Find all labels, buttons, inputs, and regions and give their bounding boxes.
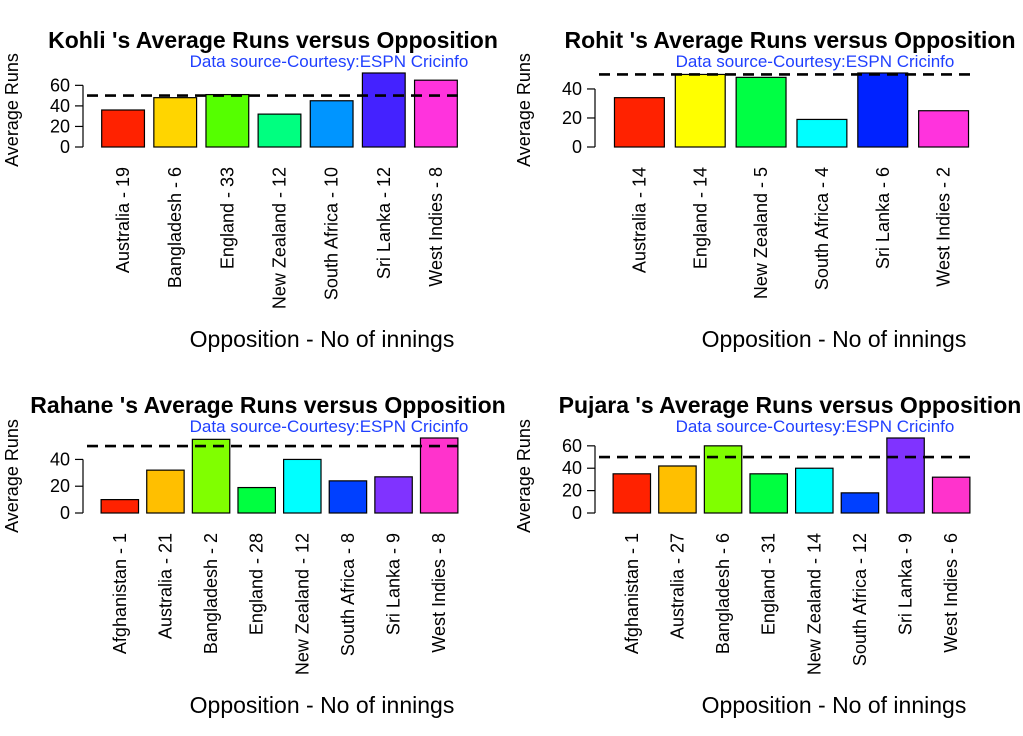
bar-australia xyxy=(658,465,697,514)
y-axis-label: Average Runs xyxy=(514,53,534,167)
bar-sri-lanka xyxy=(361,72,406,148)
x-tick-label: Afghanistan - 1 xyxy=(622,533,642,654)
y-tick-label: 40 xyxy=(562,79,582,99)
chart-title: Kohli 's Average Runs versus Opposition xyxy=(48,27,498,53)
y-tick-label: 0 xyxy=(572,503,582,523)
x-tick-label: Bangladesh - 2 xyxy=(201,533,221,654)
y-tick-label: 60 xyxy=(562,436,582,456)
bar-afghanistan xyxy=(612,473,652,514)
bar-west-indies xyxy=(931,476,971,514)
y-tick-label: 20 xyxy=(562,481,582,501)
y-tick-label: 60 xyxy=(50,75,70,95)
x-tick-label: New Zealand - 12 xyxy=(270,167,290,309)
bar-new-zealand xyxy=(795,467,834,514)
bar-new-zealand xyxy=(735,76,787,148)
chart-panel-4: Pujara 's Average Runs versus Opposition… xyxy=(514,392,1021,718)
x-tick-label: West Indies - 2 xyxy=(934,167,954,287)
y-axis-label: Average Runs xyxy=(514,419,534,533)
y-axis-label: Average Runs xyxy=(2,419,22,533)
y-tick-label: 0 xyxy=(60,137,70,157)
x-tick-label: Australia - 21 xyxy=(155,533,175,639)
y-tick-label: 0 xyxy=(572,137,582,157)
bar-south-africa xyxy=(796,118,848,148)
bar-sri-lanka xyxy=(857,72,909,148)
bar-australia xyxy=(146,469,185,514)
x-axis-label: Opposition - No of innings xyxy=(702,692,967,718)
x-tick-label: New Zealand - 5 xyxy=(751,167,771,299)
chart-panel-1: Kohli 's Average Runs versus OppositionD… xyxy=(2,27,498,352)
bar-afghanistan xyxy=(100,499,140,514)
bar-south-africa xyxy=(328,480,368,514)
x-tick-label: West Indies - 8 xyxy=(426,167,446,287)
bar-new-zealand xyxy=(257,113,302,148)
bar-bangladesh xyxy=(153,97,198,148)
bar-england xyxy=(749,473,788,514)
x-tick-label: South Africa - 4 xyxy=(812,167,832,290)
y-tick-label: 40 xyxy=(50,449,70,469)
chart-title: Rahane 's Average Runs versus Opposition xyxy=(30,392,505,418)
chart-title: Rohit 's Average Runs versus Opposition xyxy=(564,27,1015,53)
x-tick-label: Sri Lanka - 6 xyxy=(873,167,893,269)
chart-panel-3: Rahane 's Average Runs versus Opposition… xyxy=(2,392,506,718)
x-tick-label: Sri Lanka - 9 xyxy=(896,533,916,635)
x-tick-label: New Zealand - 14 xyxy=(804,533,824,675)
x-axis-label: Opposition - No of innings xyxy=(702,326,967,352)
data-source-label: Data source-Courtesy:ESPN Cricinfo xyxy=(676,52,955,71)
x-tick-label: Australia - 19 xyxy=(113,167,133,273)
x-tick-label: Australia - 14 xyxy=(629,167,649,273)
bar-south-africa xyxy=(840,492,880,514)
x-tick-label: Bangladesh - 6 xyxy=(165,167,185,288)
x-tick-label: Bangladesh - 6 xyxy=(713,533,733,654)
bar-new-zealand xyxy=(283,458,322,514)
bar-west-indies xyxy=(413,79,458,148)
x-tick-label: South Africa - 8 xyxy=(338,533,358,656)
bar-england xyxy=(674,73,726,148)
y-tick-label: 40 xyxy=(562,458,582,478)
x-axis-label: Opposition - No of innings xyxy=(190,692,455,718)
x-tick-label: Afghanistan - 1 xyxy=(110,533,130,654)
bar-australia xyxy=(101,109,146,148)
data-source-label: Data source-Courtesy:ESPN Cricinfo xyxy=(190,417,469,436)
x-tick-label: West Indies - 8 xyxy=(429,533,449,653)
bar-england xyxy=(205,93,250,148)
bar-west-indies xyxy=(918,110,970,148)
y-tick-label: 40 xyxy=(50,96,70,116)
x-tick-label: Sri Lanka - 12 xyxy=(374,167,394,279)
bar-australia xyxy=(613,97,665,148)
bar-west-indies xyxy=(419,437,459,514)
chart-panel-2: Rohit 's Average Runs versus OppositionD… xyxy=(514,27,1016,352)
bar-south-africa xyxy=(309,100,354,148)
x-tick-label: South Africa - 12 xyxy=(850,533,870,666)
bar-bangladesh xyxy=(191,438,231,514)
x-tick-label: England - 14 xyxy=(690,167,710,269)
chart-title: Pujara 's Average Runs versus Opposition xyxy=(559,392,1022,418)
x-tick-label: England - 28 xyxy=(247,533,267,635)
y-axis-label: Average Runs xyxy=(2,53,22,167)
data-source-label: Data source-Courtesy:ESPN Cricinfo xyxy=(190,52,469,71)
bar-sri-lanka xyxy=(374,476,413,514)
bar-england xyxy=(237,486,276,514)
x-tick-label: England - 33 xyxy=(217,167,237,269)
x-tick-label: South Africa - 10 xyxy=(322,167,342,300)
x-tick-label: England - 31 xyxy=(759,533,779,635)
x-axis-label: Opposition - No of innings xyxy=(190,326,455,352)
data-source-label: Data source-Courtesy:ESPN Cricinfo xyxy=(676,417,955,436)
x-tick-label: West Indies - 6 xyxy=(941,533,961,653)
y-tick-label: 20 xyxy=(50,476,70,496)
x-tick-label: New Zealand - 12 xyxy=(292,533,312,675)
y-tick-label: 20 xyxy=(562,108,582,128)
x-tick-label: Australia - 27 xyxy=(667,533,687,639)
bar-sri-lanka xyxy=(886,437,925,514)
y-tick-label: 0 xyxy=(60,503,70,523)
y-tick-label: 20 xyxy=(50,116,70,136)
x-tick-label: Sri Lanka - 9 xyxy=(384,533,404,635)
